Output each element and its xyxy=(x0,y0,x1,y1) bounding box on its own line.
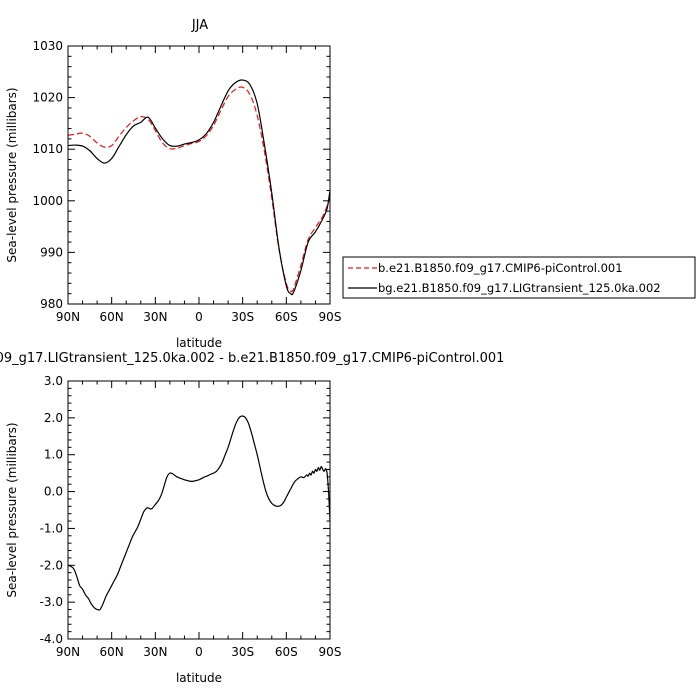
bottom-x-tick-label: 0 xyxy=(195,645,203,659)
top-y-tick-label: 1000 xyxy=(32,194,63,208)
bottom-y-tick-label: 2.0 xyxy=(44,411,63,425)
bottom-y-tick-label: -4.0 xyxy=(40,632,63,646)
top-panel: JJA 90N 60N 30N 0 30S 60S 90S 980 990 1000 1010 102… xyxy=(5,18,341,350)
bottom-x-tick-label: 60N xyxy=(100,645,124,659)
bottom-x-tick-label: 30N xyxy=(143,645,167,659)
top-x-axis-title: latitude xyxy=(176,336,222,350)
top-x-tick-label: 30N xyxy=(143,310,167,324)
top-y-axis-title: Sea-level pressure (millibars) xyxy=(5,87,19,262)
bottom-x-tick-label: 30S xyxy=(231,645,254,659)
bottom-y-tick-label: 0.0 xyxy=(44,485,63,499)
bottom-plot-frame xyxy=(67,380,331,640)
bottom-y-tick-label: -3.0 xyxy=(40,595,63,609)
bottom-series-line-0 xyxy=(67,415,331,611)
legend: b.e21.B1850.f09_g17.CMIP6-piControl.001 … xyxy=(342,256,696,299)
top-series-line-0 xyxy=(67,86,331,293)
bottom-panel: bg.e21.B1850.f09_g17.LIGtransient_125.0k… xyxy=(0,351,504,685)
top-x-tick-label: 0 xyxy=(195,310,203,324)
bottom-y-tick-label: 1.0 xyxy=(44,448,63,462)
legend-box xyxy=(342,256,696,299)
legend-label-transient: bg.e21.B1850.f09_g17.LIGtransient_125.0k… xyxy=(378,281,661,295)
top-y-tick-label: 1010 xyxy=(32,142,63,156)
bottom-x-tick-label: 90S xyxy=(319,645,342,659)
bottom-x-tick-label: 90N xyxy=(56,645,80,659)
top-y-tick-label: 990 xyxy=(40,245,63,259)
top-panel-title: JJA xyxy=(191,18,208,33)
bottom-x-tick-label: 60S xyxy=(275,645,298,659)
bottom-y-axis-title: Sea-level pressure (millibars) xyxy=(5,422,19,597)
top-x-tick-label: 30S xyxy=(231,310,254,324)
top-y-tick-label: 1020 xyxy=(32,91,63,105)
top-plot-frame xyxy=(67,45,331,305)
bottom-y-tick-label: -1.0 xyxy=(40,521,63,535)
top-axes-group: 90N 60N 30N 0 30S 60S 90S 980 990 1000 1010 1020 103… xyxy=(32,39,341,324)
top-x-tick-label: 60N xyxy=(100,310,124,324)
top-series-group xyxy=(67,79,331,296)
bottom-series-group xyxy=(67,415,331,611)
bottom-axes-group: 90N 60N 30N 0 30S 60S 90S -4.0 -3.0 -2.0 -1.0 0.0 1.… xyxy=(40,374,342,659)
top-x-tick-label: 60S xyxy=(275,310,298,324)
top-series-line-1 xyxy=(67,79,331,296)
bottom-panel-title: bg.e21.B1850.f09_g17.LIGtransient_125.0k… xyxy=(0,351,504,366)
bottom-y-tick-label: -2.0 xyxy=(40,558,63,572)
bottom-y-tick-label: 3.0 xyxy=(44,374,63,388)
top-y-tick-label: 1030 xyxy=(32,39,63,53)
legend-label-control: b.e21.B1850.f09_g17.CMIP6-piControl.001 xyxy=(378,261,623,275)
top-y-tick-label: 980 xyxy=(40,297,63,311)
top-x-tick-label: 90N xyxy=(56,310,80,324)
top-x-tick-label: 90S xyxy=(319,310,342,324)
bottom-x-axis-title: latitude xyxy=(176,671,222,685)
